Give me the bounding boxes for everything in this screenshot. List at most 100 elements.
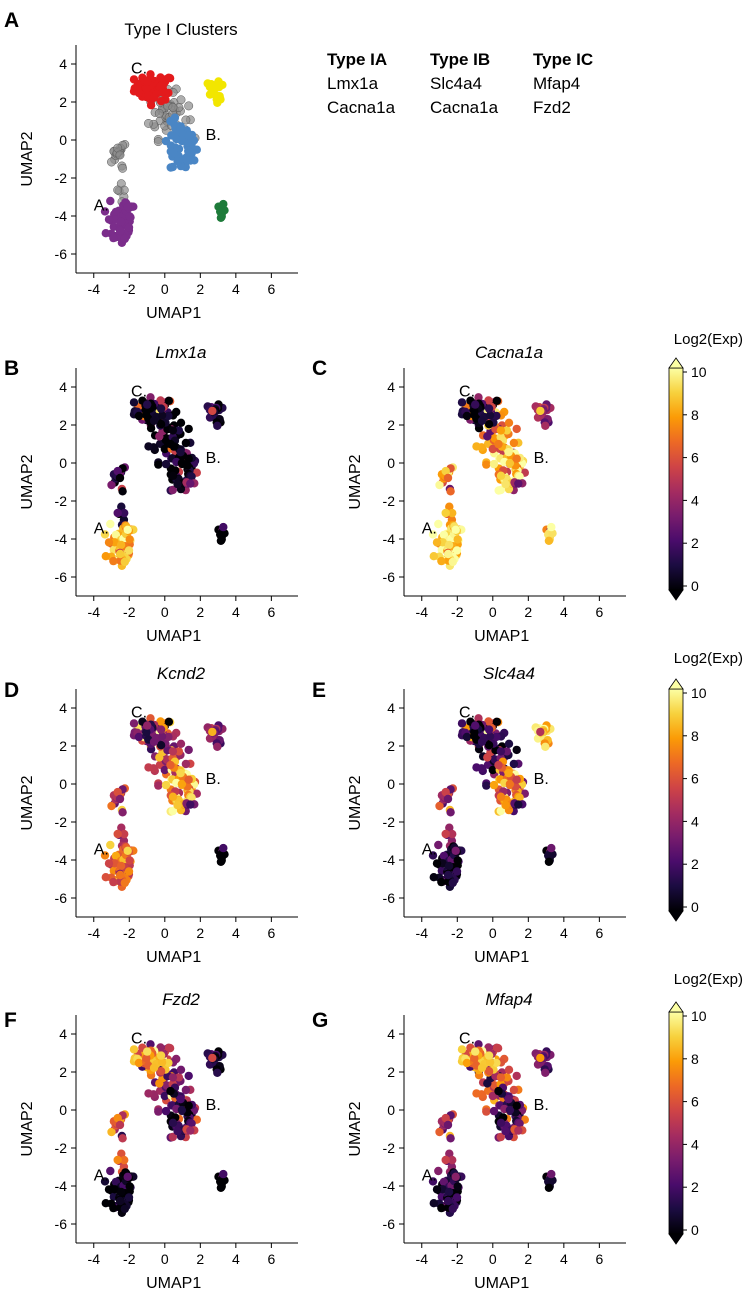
point-A <box>101 229 111 238</box>
point-A <box>428 1177 438 1186</box>
cluster-annotation: A. <box>94 841 109 858</box>
point-left_strip <box>443 794 453 804</box>
point-B <box>494 1086 503 1096</box>
point-grey <box>155 753 164 762</box>
point-C <box>484 396 493 405</box>
scatter-points <box>428 1040 557 1218</box>
point-A <box>109 877 118 887</box>
plot-title: Type I Clusters <box>124 20 237 39</box>
point-left_strip <box>448 508 457 518</box>
x-tick-label: 4 <box>232 925 240 941</box>
x-tick-label: 2 <box>196 925 204 941</box>
point-grey <box>174 747 184 756</box>
point-grey <box>176 95 186 105</box>
x-tick-label: 0 <box>489 925 497 941</box>
point-C <box>157 411 167 420</box>
cluster-annotation: B. <box>206 127 221 144</box>
point-C <box>156 97 166 106</box>
point-C <box>134 411 144 421</box>
point-A <box>451 1172 460 1182</box>
y-tick-label: -6 <box>383 890 396 906</box>
marker-gene-3-1: Mfap4 <box>533 74 580 93</box>
point-left_strip <box>115 150 125 160</box>
point-C <box>492 1058 501 1068</box>
point-C <box>457 719 467 728</box>
point-C <box>146 70 155 79</box>
point-left_strip <box>446 1134 455 1143</box>
x-tick-label: 4 <box>560 1251 568 1267</box>
colorbar-gradient <box>668 688 684 912</box>
y-axis-label: UMAP2 <box>347 1101 364 1156</box>
y-tick-label: -2 <box>383 1140 396 1156</box>
point-grey <box>176 739 186 748</box>
point-isolated <box>216 857 226 866</box>
point-C <box>484 420 494 429</box>
plot-f: Fzd2 -4 -2 0 2 4 6 -6 -4 -2 0 2 4 UMAP1 UMAP2 A. B. C. <box>19 990 298 1292</box>
point-C <box>149 93 159 103</box>
point-C <box>485 411 495 420</box>
point-A <box>452 546 462 555</box>
point-B <box>504 1095 513 1104</box>
y-tick-label: -4 <box>55 1178 68 1194</box>
point-B <box>505 1105 515 1115</box>
point-A <box>448 878 457 888</box>
point-A <box>124 223 134 232</box>
point-A <box>120 878 129 888</box>
point-A <box>120 234 129 244</box>
point-grey <box>482 1107 491 1116</box>
scatter-points <box>100 714 229 891</box>
point-C <box>129 719 139 728</box>
point-grey <box>154 1107 163 1116</box>
point-A <box>116 1187 126 1197</box>
point-A <box>125 1182 134 1191</box>
x-tick-label: 2 <box>196 604 204 620</box>
point-A <box>453 1182 462 1191</box>
point-left_strip <box>117 502 126 511</box>
y-tick-label: -4 <box>55 531 68 547</box>
point-C <box>485 1058 495 1067</box>
point-A <box>116 540 126 550</box>
point-C <box>134 88 144 98</box>
point-B <box>186 1126 195 1135</box>
point-A <box>120 557 129 567</box>
point-A <box>110 1185 120 1194</box>
point-B <box>515 472 524 481</box>
point-C <box>157 1058 167 1067</box>
point-right_cluster <box>541 1068 550 1078</box>
point-isolated <box>547 1169 556 1179</box>
colorbar-tick-label: 8 <box>691 1051 699 1067</box>
colorbar-tick-label: 6 <box>691 450 699 466</box>
point-B <box>166 439 175 449</box>
point-grey <box>509 759 519 769</box>
point-B <box>186 156 195 165</box>
y-tick-label: -4 <box>55 852 68 868</box>
plot-c: Cacna1a -4 -2 0 2 4 6 -6 -4 -2 0 2 4 UMAP1 UMAP2 A. B. C. <box>347 343 626 645</box>
x-tick-label: 2 <box>524 604 532 620</box>
panel-letter-g: G <box>312 1009 328 1032</box>
point-grey <box>176 1065 186 1075</box>
point-left_strip <box>113 787 122 797</box>
point-grey <box>144 1089 153 1098</box>
point-C <box>477 416 487 425</box>
y-tick-label: -2 <box>383 493 396 509</box>
cluster-annotation: C. <box>459 705 475 722</box>
plot-title: Fzd2 <box>162 990 200 1009</box>
point-B <box>496 1118 506 1128</box>
point-B <box>161 780 171 790</box>
point-A <box>434 519 443 529</box>
x-tick-label: 2 <box>524 925 532 941</box>
point-C <box>146 393 155 402</box>
point-A <box>438 1185 447 1194</box>
y-tick-label: 4 <box>387 700 395 716</box>
colorbar-tick-label: 2 <box>691 1179 699 1195</box>
point-C <box>142 1054 151 1063</box>
point-grey <box>502 426 512 435</box>
y-axis-label: UMAP2 <box>19 454 36 509</box>
point-A <box>453 535 462 544</box>
point-C <box>484 725 494 734</box>
point-A <box>120 1204 129 1214</box>
y-tick-label: 2 <box>387 1064 395 1080</box>
point-B <box>514 800 523 809</box>
point-C <box>477 1063 487 1073</box>
